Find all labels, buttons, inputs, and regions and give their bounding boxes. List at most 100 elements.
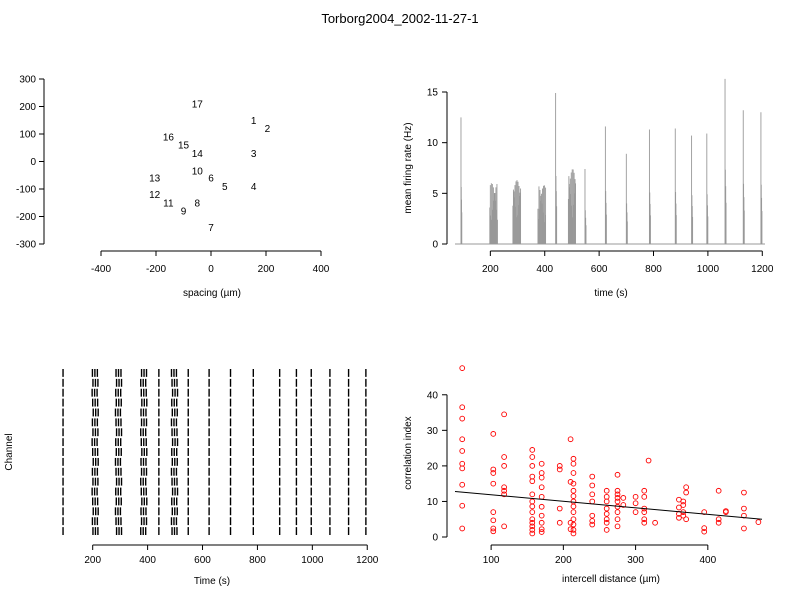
- x-tick-label: 600: [194, 555, 211, 566]
- electrode-label: 2: [265, 124, 271, 135]
- data-point: [538, 460, 545, 467]
- x-tick-label: 1200: [751, 264, 774, 275]
- data-point: [501, 491, 507, 498]
- y-tick-label: 300: [19, 75, 36, 86]
- data-point: [641, 519, 648, 526]
- data-point: [459, 436, 466, 443]
- data-point: [614, 495, 621, 501]
- data-point: [459, 365, 466, 371]
- data-point: [490, 480, 497, 487]
- data-point: [676, 504, 682, 511]
- data-point: [603, 505, 610, 512]
- data-point: [676, 514, 682, 521]
- data-point: [538, 512, 545, 519]
- x-tick-label: 300: [627, 555, 644, 566]
- data-point: [538, 529, 545, 535]
- data-point: [741, 525, 747, 532]
- data-point: [529, 530, 536, 537]
- data-point: [632, 509, 639, 515]
- data-point: [570, 487, 577, 494]
- x-tick-label: 400: [536, 264, 553, 275]
- data-point: [459, 481, 466, 488]
- y-tick-label: 0: [432, 533, 438, 544]
- electrode-label: 6: [208, 174, 214, 185]
- spike-raster-axes: 200 400 600 800 1000 1200: [84, 544, 379, 566]
- data-point: [632, 493, 639, 500]
- data-point: [567, 479, 574, 485]
- correlation-axes: 100 200 300 400 0 10 20 30 40: [427, 390, 717, 566]
- data-point: [715, 519, 722, 526]
- data-point: [529, 478, 536, 485]
- data-point: [529, 516, 536, 523]
- x-tick-label: 1000: [697, 264, 720, 275]
- y-tick-label: -200: [16, 212, 36, 223]
- data-point: [529, 491, 536, 498]
- data-point: [501, 484, 507, 491]
- data-point: [567, 436, 574, 443]
- data-point: [459, 465, 466, 472]
- correlation-panel: 100 200 300 400 0 10 20 30 40 intercell distance…: [403, 365, 763, 585]
- x-tick-label: 1200: [356, 555, 379, 566]
- firing-rate-panel: 200 400 600 800 1000 1200 0 5 10 15 time (s) mean…: [403, 78, 774, 299]
- data-point: [652, 519, 658, 526]
- data-point: [529, 503, 536, 510]
- data-point: [680, 512, 687, 519]
- data-point: [529, 527, 536, 533]
- data-point: [556, 519, 563, 526]
- data-point: [501, 523, 507, 530]
- data-point: [459, 525, 466, 532]
- data-point: [570, 460, 577, 467]
- x-tick-label: -400: [91, 264, 111, 275]
- data-point: [680, 502, 687, 508]
- electrode-layout-axes: -400 -200 0 200 400 -300 -200 -100 0 100 200 300: [16, 75, 330, 276]
- x-tick-label: 400: [699, 555, 716, 566]
- data-point: [490, 470, 497, 476]
- electrode-label: 8: [194, 198, 200, 209]
- data-point: [620, 495, 627, 501]
- data-point: [701, 528, 708, 535]
- x-tick-label: 600: [591, 264, 608, 275]
- data-point: [603, 519, 610, 526]
- data-point: [459, 448, 466, 454]
- data-point: [614, 498, 621, 505]
- spike-raster-ylabel: Channel: [4, 433, 15, 470]
- data-point: [570, 530, 577, 537]
- electrode-label: 12: [149, 190, 161, 201]
- electrode-layout-xlabel: spacing (µm): [183, 288, 241, 299]
- data-point: [589, 512, 596, 519]
- data-point: [529, 519, 536, 526]
- y-tick-label: 100: [19, 130, 36, 141]
- data-point: [529, 454, 536, 460]
- data-point: [641, 487, 648, 494]
- data-point: [701, 525, 708, 531]
- data-point: [529, 509, 536, 515]
- data-point: [603, 498, 610, 505]
- data-point: [490, 431, 497, 437]
- data-point: [490, 525, 497, 532]
- y-tick-label: 200: [19, 102, 36, 113]
- data-point: [614, 509, 621, 515]
- electrode-label: 11: [163, 198, 174, 209]
- data-point: [570, 480, 577, 487]
- data-point: [715, 516, 722, 523]
- data-point: [723, 509, 729, 515]
- data-point: [490, 509, 497, 515]
- correlation-points: [454, 365, 763, 537]
- x-tick-label: 800: [645, 264, 662, 275]
- y-tick-label: 10: [427, 497, 439, 508]
- y-tick-label: 15: [427, 88, 439, 99]
- data-point: [490, 517, 497, 524]
- data-point: [459, 502, 466, 509]
- x-tick-label: 400: [313, 264, 330, 275]
- spike-raster-marks: [62, 369, 367, 535]
- data-point: [567, 519, 574, 526]
- y-tick-label: 0: [30, 157, 36, 168]
- electrode-label: 7: [208, 223, 214, 234]
- y-tick-label: 10: [427, 138, 439, 149]
- electrode-label: 17: [192, 99, 204, 110]
- y-tick-label: 30: [427, 426, 439, 437]
- data-point: [501, 463, 507, 469]
- data-point: [538, 519, 545, 526]
- data-point: [570, 493, 577, 499]
- data-point: [570, 527, 577, 533]
